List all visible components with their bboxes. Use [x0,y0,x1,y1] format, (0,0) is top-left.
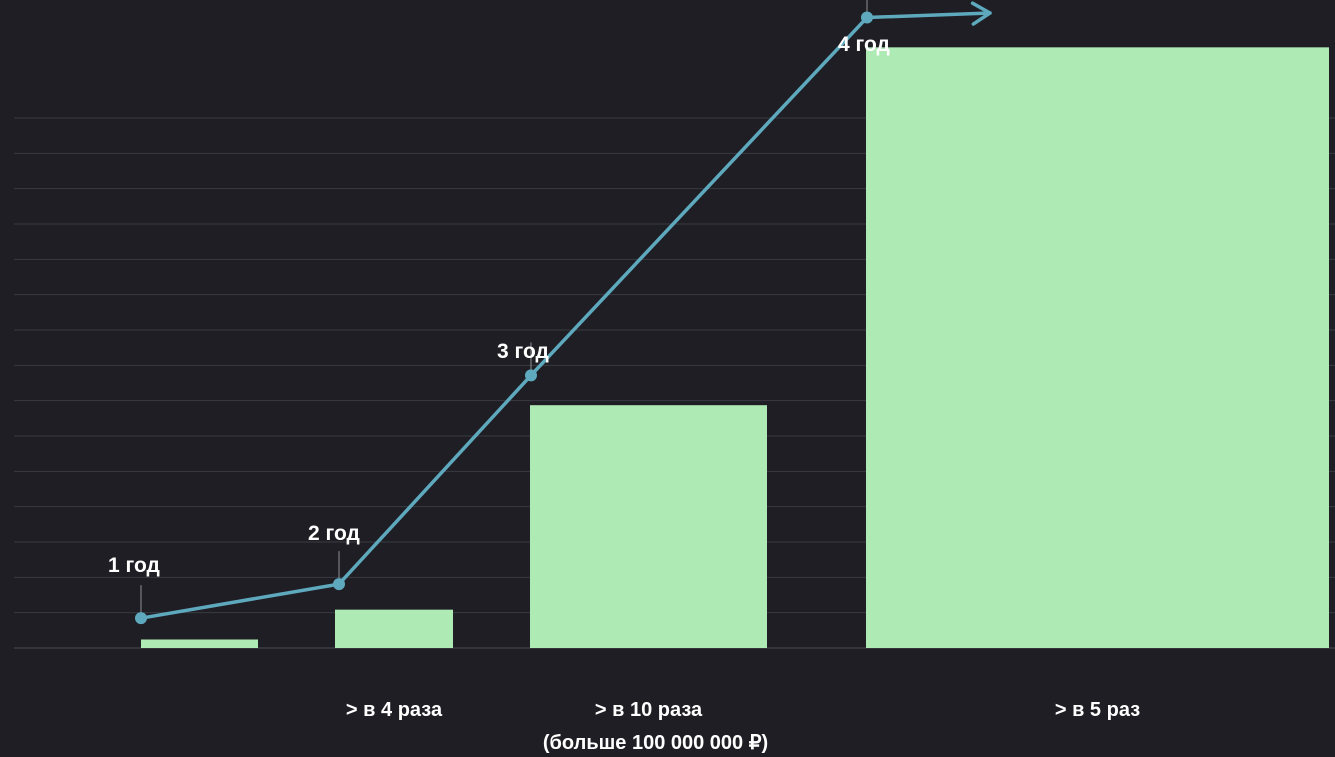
year-label: 4 год [838,33,890,56]
category-sublabel: (больше 100 000 000 ₽) [543,732,768,754]
year-label: 1 год [108,554,160,577]
trend-point [525,369,537,382]
bar-2 [335,609,453,648]
labels: > в 4 раза > в 10 раза (больше 100 000 000… [108,33,1140,754]
bar-4 [866,47,1329,648]
category-label: > в 4 раза [346,699,443,721]
trend-line-group [135,0,992,625]
trend-point [861,11,873,24]
trend-point [135,612,147,625]
bars [141,47,1329,648]
bar-3 [530,405,767,648]
arrow-head [970,1,992,26]
category-label: > в 10 раза [595,699,703,721]
year-label: 2 год [308,522,360,545]
trend-point [333,578,345,591]
bar-1 [141,639,258,648]
category-label: > в 5 раз [1055,699,1140,721]
year-label: 3 год [497,340,549,363]
